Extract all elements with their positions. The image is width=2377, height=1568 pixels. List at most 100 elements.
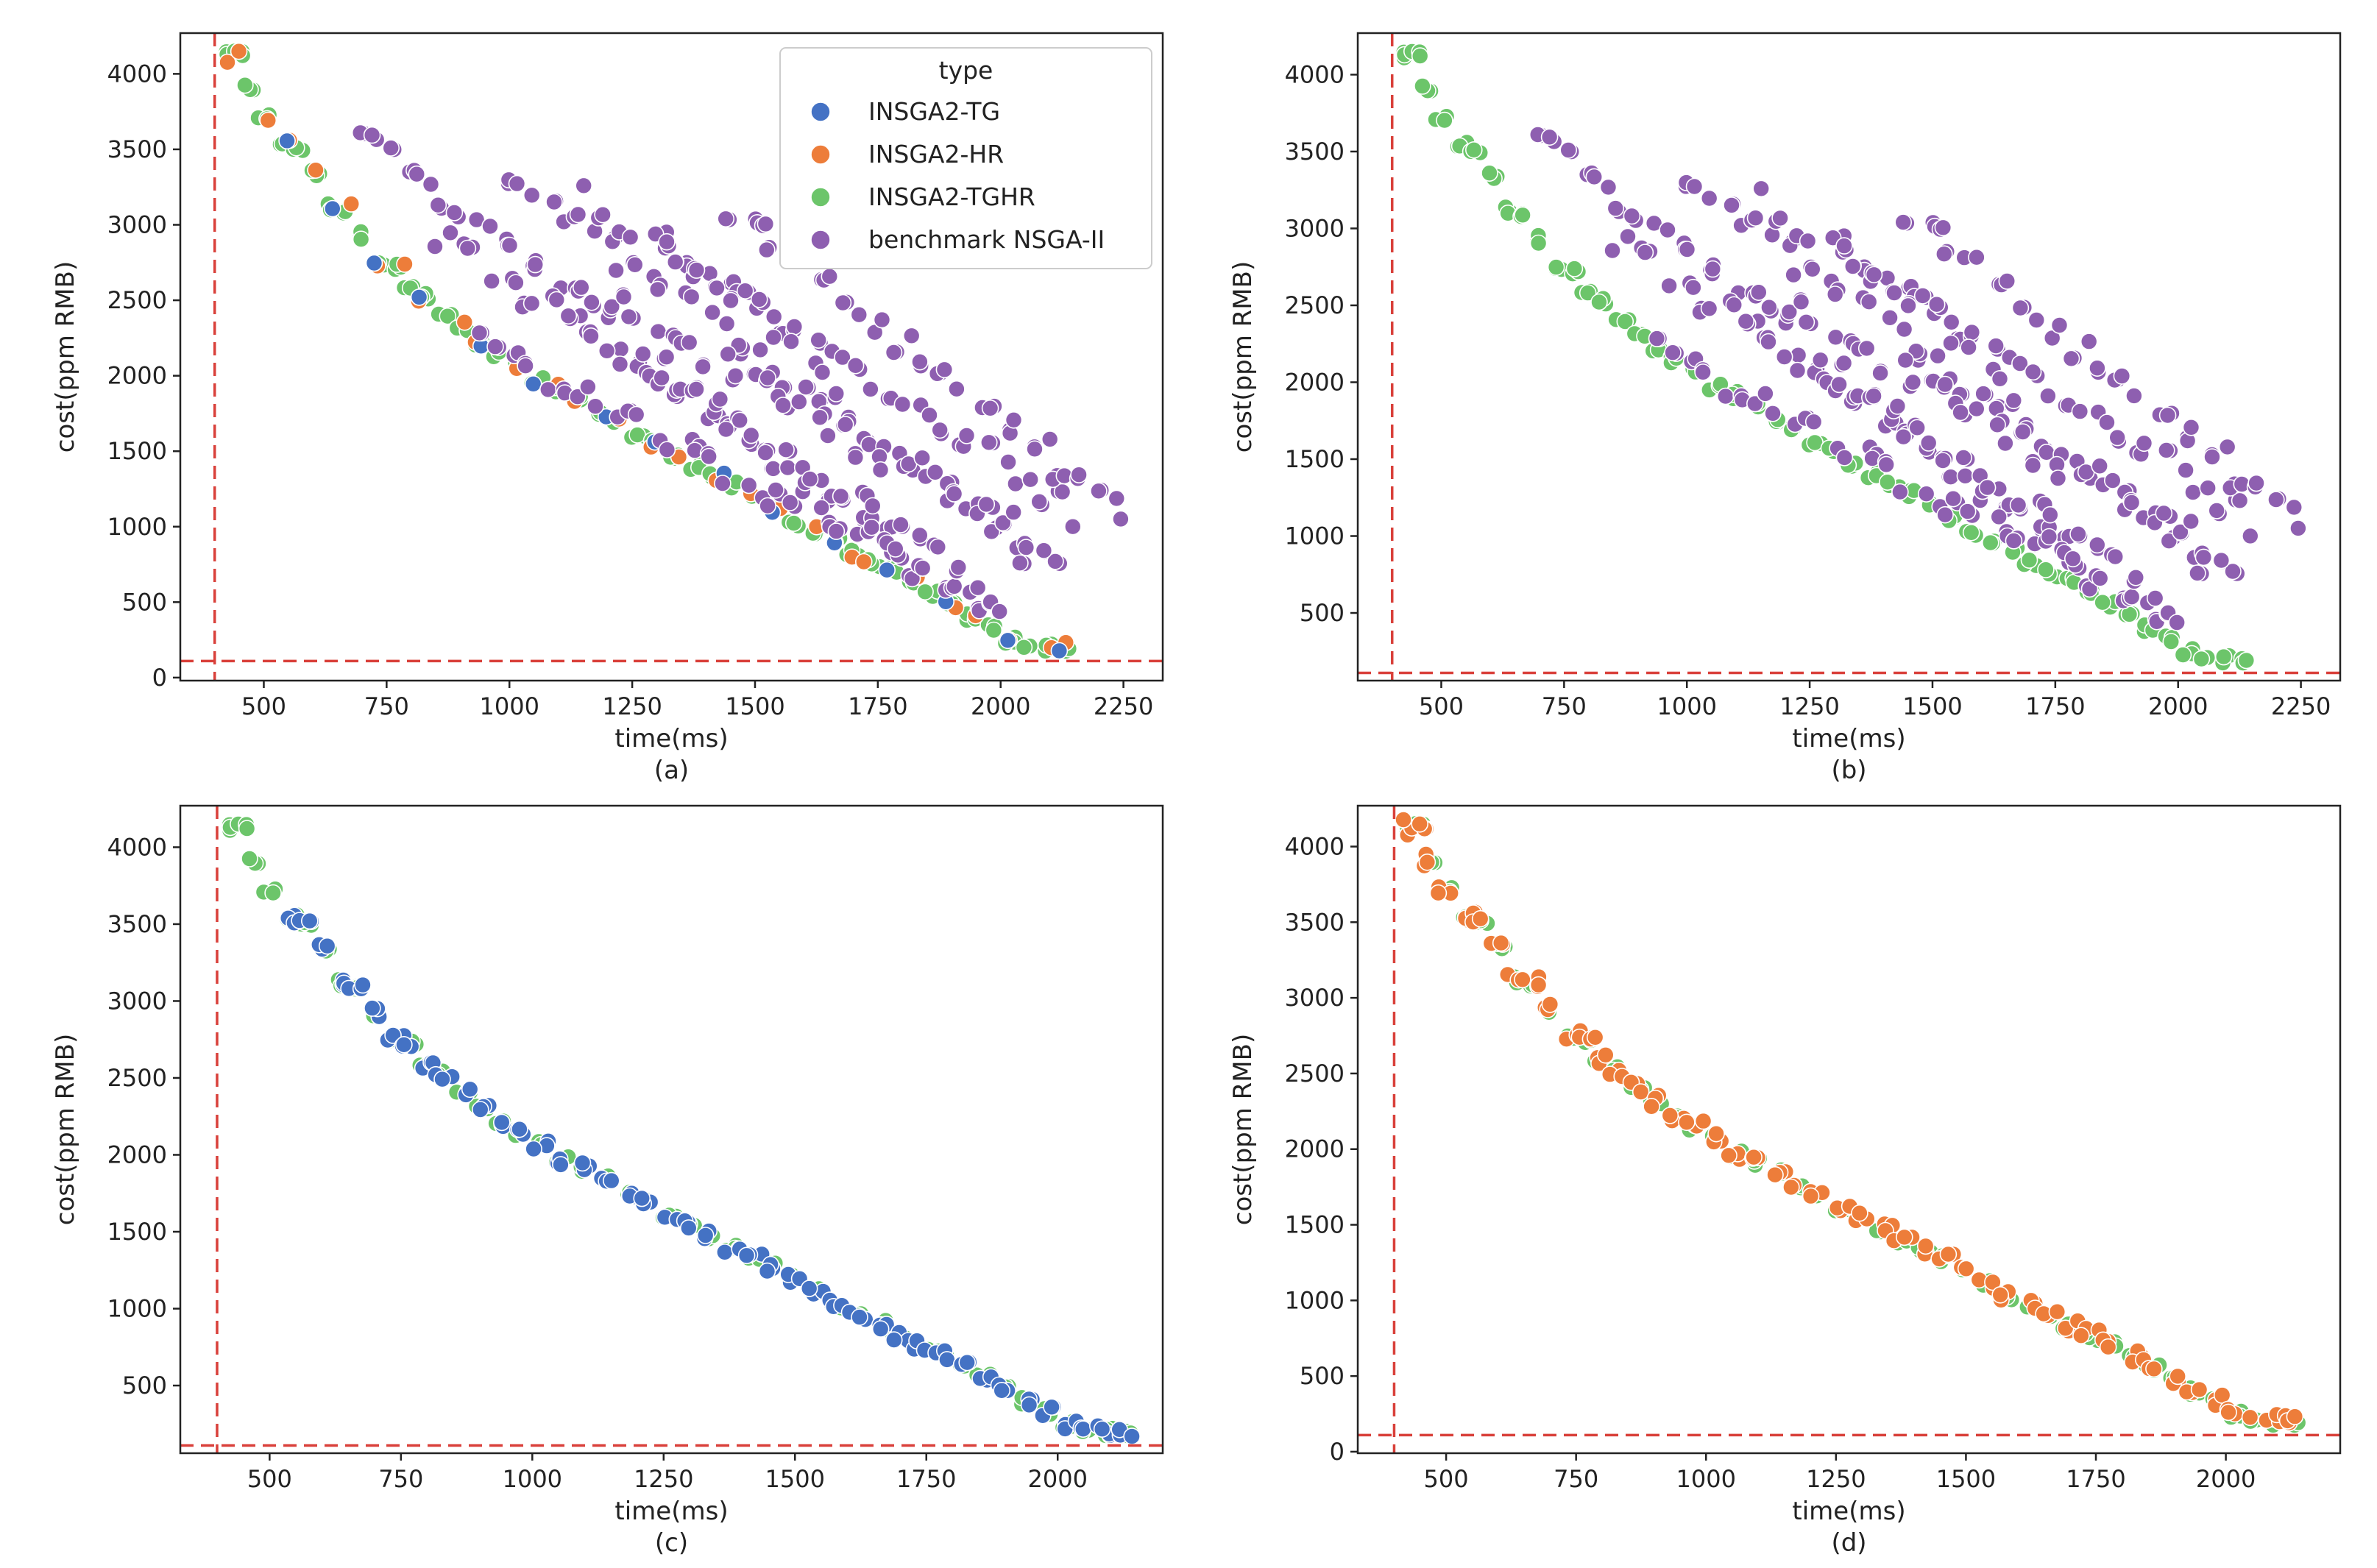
scatter-point-benchmark-nsga-ii <box>1927 295 1946 313</box>
scatter-point-benchmark-nsga-ii <box>607 261 625 280</box>
scatter-point-benchmark-nsga-ii <box>2108 428 2126 447</box>
scatter-point-benchmark-nsga-ii <box>1021 470 1039 489</box>
scatter-point-benchmark-nsga-ii <box>2040 528 2058 546</box>
chart-svg-d: 500 750 1000 1250 1500 1750 2000 0 500 1000 1500 20… <box>1228 804 2342 1558</box>
scatter-point-insga2-tg <box>395 1035 413 1054</box>
scatter-point-benchmark-nsga-ii <box>382 139 400 157</box>
scatter-point-benchmark-nsga-ii <box>1030 492 1048 511</box>
y-tick-label: 3500 <box>1285 908 1345 936</box>
scatter-point-insga2-tg <box>696 1227 715 1244</box>
scatter-point-benchmark-nsga-ii <box>911 352 929 371</box>
scatter-point-benchmark-nsga-ii <box>2106 547 2125 566</box>
scatter-point-benchmark-nsga-ii <box>834 294 852 312</box>
legend-title: type <box>939 56 993 85</box>
scatter-point-benchmark-nsga-ii <box>873 311 891 329</box>
scatter-point-benchmark-nsga-ii <box>1780 303 1799 321</box>
legend-entry-label: INSGA2-HR <box>868 140 1004 168</box>
scatter-point-benchmark-nsga-ii <box>2122 588 2141 606</box>
scatter-point-benchmark-nsga-ii <box>1899 297 1917 315</box>
scatter-point-insga2-hr <box>1957 1260 1975 1278</box>
scatter-point-benchmark-nsga-ii <box>1960 338 1977 356</box>
scatter-point-insga2-tg <box>737 1246 756 1265</box>
scatter-point-benchmark-nsga-ii <box>481 217 499 235</box>
scatter-point-benchmark-nsga-ii <box>2184 483 2202 501</box>
scatter-point-insga2-tg <box>1020 1396 1038 1414</box>
scatter-point-insga2-tghr <box>1982 533 1999 552</box>
chart-panel-d: 500 750 1000 1250 1500 1750 2000 0 500 1000 1500 20… <box>1188 784 2377 1568</box>
scatter-point-insga2-hr <box>2048 1302 2066 1321</box>
scatter-point-benchmark-nsga-ii <box>1919 434 1938 452</box>
y-tick-label: 3000 <box>1285 984 1345 1012</box>
y-tick-label: 0 <box>1330 1438 1345 1466</box>
y-tick-label: 4000 <box>107 833 167 861</box>
scatter-point-insga2-hr <box>1471 909 1489 928</box>
points-layer <box>217 42 1130 661</box>
scatter-point-insga2-tg <box>552 1156 570 1174</box>
x-tick-label: 1000 <box>480 692 539 720</box>
x-tick-label: 1000 <box>503 1465 562 1493</box>
scatter-point-insga2-tghr <box>236 76 254 94</box>
scatter-point-benchmark-nsga-ii <box>1752 180 1771 198</box>
scatter-point-insga2-tg <box>938 1351 956 1369</box>
scatter-point-benchmark-nsga-ii <box>1991 369 2009 388</box>
scatter-point-benchmark-nsga-ii <box>945 485 963 503</box>
scatter-point-benchmark-nsga-ii <box>929 538 947 556</box>
scatter-point-benchmark-nsga-ii <box>1968 400 1985 418</box>
y-tick-label: 1500 <box>1285 1211 1345 1239</box>
scatter-point-benchmark-nsga-ii <box>426 238 444 255</box>
scatter-point-insga2-tg <box>885 1331 903 1349</box>
scatter-point-benchmark-nsga-ii <box>2091 570 2109 587</box>
scatter-point-benchmark-nsga-ii <box>827 522 846 540</box>
x-axis-label: time(ms) <box>1792 724 1905 753</box>
scatter-point-benchmark-nsga-ii <box>726 366 745 385</box>
scatter-point-benchmark-nsga-ii <box>1936 375 1954 394</box>
chart-panel-a: 500 750 1000 1250 1500 1750 2000 2250 0 500 1000 15… <box>0 0 1188 785</box>
x-tick-label: 1500 <box>725 692 784 720</box>
scatter-point-benchmark-nsga-ii <box>1005 411 1023 429</box>
scatter-point-benchmark-nsga-ii <box>2224 562 2242 581</box>
x-tick-label: 750 <box>1554 1465 1598 1493</box>
scatter-point-benchmark-nsga-ii <box>1941 468 1960 486</box>
scatter-point-benchmark-nsga-ii <box>539 380 557 399</box>
scatter-point-benchmark-nsga-ii <box>1011 554 1029 572</box>
scatter-point-insga2-hr <box>342 195 361 213</box>
scatter-point-benchmark-nsga-ii <box>1764 404 1782 422</box>
scatter-point-benchmark-nsga-ii <box>1942 334 1960 352</box>
y-axis-label: cost(ppm RMB) <box>1228 261 1258 453</box>
scatter-point-benchmark-nsga-ii <box>1723 196 1740 214</box>
scatter-point-benchmark-nsga-ii <box>2155 504 2173 522</box>
axes-frame <box>1356 32 2342 682</box>
scatter-point-benchmark-nsga-ii <box>1604 241 1621 260</box>
scatter-point-insga2-tg <box>323 199 341 218</box>
scatter-point-insga2-tg <box>300 912 319 930</box>
scatter-point-benchmark-nsga-ii <box>1894 428 1913 446</box>
x-tick-label: 1250 <box>602 692 662 720</box>
scatter-point-benchmark-nsga-ii <box>2091 457 2108 475</box>
scatter-point-benchmark-nsga-ii <box>717 420 735 439</box>
scatter-point-benchmark-nsga-ii <box>957 427 976 444</box>
scatter-point-benchmark-nsga-ii <box>1685 177 1704 196</box>
scatter-point-benchmark-nsga-ii <box>1885 284 1903 302</box>
scatter-point-benchmark-nsga-ii <box>836 416 854 433</box>
scatter-point-benchmark-nsga-ii <box>408 165 426 183</box>
scatter-point-insga2-hr <box>1939 1245 1958 1263</box>
scatter-point-benchmark-nsga-ii <box>1803 260 1821 278</box>
scatter-point-insga2-hr <box>2220 1403 2237 1422</box>
scatter-point-benchmark-nsga-ii <box>821 267 839 285</box>
scatter-point-benchmark-nsga-ii <box>2041 505 2059 524</box>
scatter-point-benchmark-nsga-ii <box>1636 244 1654 261</box>
scatter-point-benchmark-nsga-ii <box>1017 539 1035 556</box>
scatter-point-benchmark-nsga-ii <box>1865 266 1883 284</box>
y-tick-label: 3500 <box>1285 138 1345 166</box>
scatter-point-benchmark-nsga-ii <box>711 390 729 408</box>
scatter-point-insga2-tg <box>871 1320 890 1338</box>
y-tick-label: 2000 <box>107 1140 167 1168</box>
scatter-point-benchmark-nsga-ii <box>1917 485 1935 503</box>
scatter-point-insga2-tghr <box>2237 651 2256 670</box>
scatter-point-insga2-tghr <box>241 850 258 868</box>
scatter-point-benchmark-nsga-ii <box>2039 387 2057 405</box>
scatter-point-benchmark-nsga-ii <box>682 288 701 306</box>
scatter-point-insga2-hr <box>1586 1028 1604 1046</box>
scatter-point-benchmark-nsga-ii <box>1835 237 1853 255</box>
scatter-point-benchmark-nsga-ii <box>790 393 808 411</box>
